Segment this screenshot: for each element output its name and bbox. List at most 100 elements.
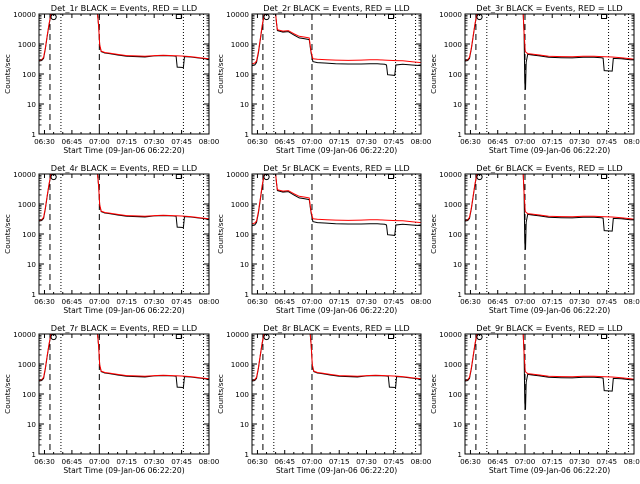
x-axis-label: Start Time (09-Jan-06 06:22:20) [276, 466, 397, 475]
panel-title: Det_4r BLACK = Events, RED = LLD [51, 163, 197, 173]
y-tick-label: 10 [240, 100, 250, 109]
x-tick-label: 07:30 [569, 297, 590, 306]
panel-title: Det_2r BLACK = Events, RED = LLD [263, 3, 409, 13]
y-tick-label: 1000 [18, 360, 37, 369]
y-tick-label: 100 [22, 230, 36, 239]
x-tick-label: 06:30 [34, 297, 55, 306]
x-tick-label: 07:15 [542, 457, 563, 466]
x-tick-label: 07:45 [171, 457, 192, 466]
x-tick-label: 07:15 [329, 297, 350, 306]
panel-det-9: Det_9r BLACK = Events, RED = LLD 06:30 06:… [429, 323, 640, 475]
panel-det-8: Det_8r BLACK = Events, RED = LLD 06:30 06:… [216, 323, 432, 475]
x-tick-label: 07:00 [89, 297, 110, 306]
y-tick-label: 1000 [231, 360, 250, 369]
y-tick-label: 1000 [444, 360, 463, 369]
x-tick-label: 07:45 [171, 137, 192, 146]
lld-series-line [465, 174, 634, 221]
y-tick-label: 10000 [13, 330, 36, 339]
x-tick-label: 07:45 [171, 297, 192, 306]
panel-title: Det_8r BLACK = Events, RED = LLD [263, 323, 409, 333]
y-tick-label: 1000 [231, 40, 250, 49]
x-tick-label: 06:45 [274, 297, 295, 306]
x-tick-label: 07:00 [515, 297, 536, 306]
y-tick-label: 10 [27, 260, 37, 269]
x-tick-label: 08:00 [624, 137, 640, 146]
x-tick-label: 06:30 [247, 137, 268, 146]
x-tick-label: 07:15 [116, 297, 137, 306]
y-tick-label: 10 [240, 260, 250, 269]
x-tick-label: 07:15 [542, 137, 563, 146]
x-axis-label: Start Time (09-Jan-06 06:22:20) [276, 146, 397, 155]
y-axis-label: Counts/sec [216, 214, 225, 254]
y-tick-label: 10000 [226, 330, 249, 339]
y-tick-label: 100 [235, 390, 249, 399]
x-tick-label: 08:00 [411, 297, 432, 306]
y-tick-label: 10 [453, 260, 463, 269]
x-tick-label: 06:45 [274, 457, 295, 466]
panel-title: Det_3r BLACK = Events, RED = LLD [476, 3, 622, 13]
panel-det-5: Det_5r BLACK = Events, RED = LLD 06:30 06:… [216, 163, 432, 315]
x-tick-label: 07:00 [89, 457, 110, 466]
panel-title: Det_5r BLACK = Events, RED = LLD [263, 163, 409, 173]
x-tick-label: 07:00 [89, 137, 110, 146]
x-axis-label: Start Time (09-Jan-06 06:22:20) [63, 466, 184, 475]
x-axis-label: Start Time (09-Jan-06 06:22:20) [489, 306, 610, 315]
x-tick-label: 07:00 [302, 457, 323, 466]
y-tick-label: 1 [457, 290, 462, 299]
lld-series-line [39, 334, 209, 381]
y-tick-label: 1 [457, 450, 462, 459]
y-tick-label: 1000 [231, 200, 250, 209]
x-tick-label: 08:00 [411, 137, 432, 146]
x-tick-label: 07:30 [569, 137, 590, 146]
x-tick-label: 07:15 [116, 137, 137, 146]
lld-series-line [252, 174, 421, 225]
square-marker [388, 14, 395, 19]
x-tick-label: 07:30 [144, 457, 165, 466]
x-tick-label: 08:00 [624, 457, 640, 466]
y-tick-label: 1000 [18, 200, 37, 209]
y-tick-label: 1 [31, 450, 36, 459]
y-tick-label: 10000 [226, 170, 249, 179]
y-tick-label: 10 [240, 420, 250, 429]
events-series-line [465, 174, 634, 250]
y-tick-label: 1 [457, 130, 462, 139]
y-tick-label: 10000 [439, 170, 462, 179]
panel-title: Det_6r BLACK = Events, RED = LLD [476, 163, 622, 173]
panel-title: Det_7r BLACK = Events, RED = LLD [51, 323, 197, 333]
y-tick-label: 1000 [18, 40, 37, 49]
y-axis-label: Counts/sec [216, 54, 225, 94]
panel-title: Det_1r BLACK = Events, RED = LLD [51, 3, 197, 13]
x-tick-label: 07:30 [144, 137, 165, 146]
y-axis-label: Counts/sec [216, 374, 225, 414]
x-tick-label: 07:45 [383, 457, 404, 466]
x-axis-label: Start Time (09-Jan-06 06:22:20) [489, 466, 610, 475]
y-axis-label: Counts/sec [429, 214, 438, 254]
panel-det-2: Det_2r BLACK = Events, RED = LLD 06:30 06:… [216, 3, 432, 155]
x-tick-label: 06:30 [460, 137, 481, 146]
y-tick-label: 1 [244, 290, 249, 299]
x-tick-label: 07:00 [302, 297, 323, 306]
x-tick-label: 08:00 [624, 297, 640, 306]
x-axis-label: Start Time (09-Jan-06 06:22:20) [63, 146, 184, 155]
x-tick-label: 07:00 [515, 137, 536, 146]
x-tick-label: 07:30 [356, 457, 377, 466]
lld-series-line [39, 174, 209, 221]
lld-series-line [252, 334, 421, 381]
x-tick-label: 07:30 [144, 297, 165, 306]
x-tick-label: 07:30 [356, 137, 377, 146]
y-tick-label: 1000 [444, 40, 463, 49]
x-tick-label: 07:30 [569, 457, 590, 466]
square-marker [601, 174, 608, 179]
y-tick-label: 10 [27, 420, 37, 429]
square-marker [388, 174, 395, 179]
y-tick-label: 10 [453, 420, 463, 429]
y-axis-label: Counts/sec [3, 54, 12, 94]
x-tick-label: 06:30 [34, 137, 55, 146]
x-tick-label: 06:45 [487, 457, 508, 466]
y-tick-label: 10000 [439, 330, 462, 339]
x-tick-label: 06:45 [274, 137, 295, 146]
x-tick-label: 07:15 [329, 457, 350, 466]
lld-series-line [39, 14, 209, 61]
